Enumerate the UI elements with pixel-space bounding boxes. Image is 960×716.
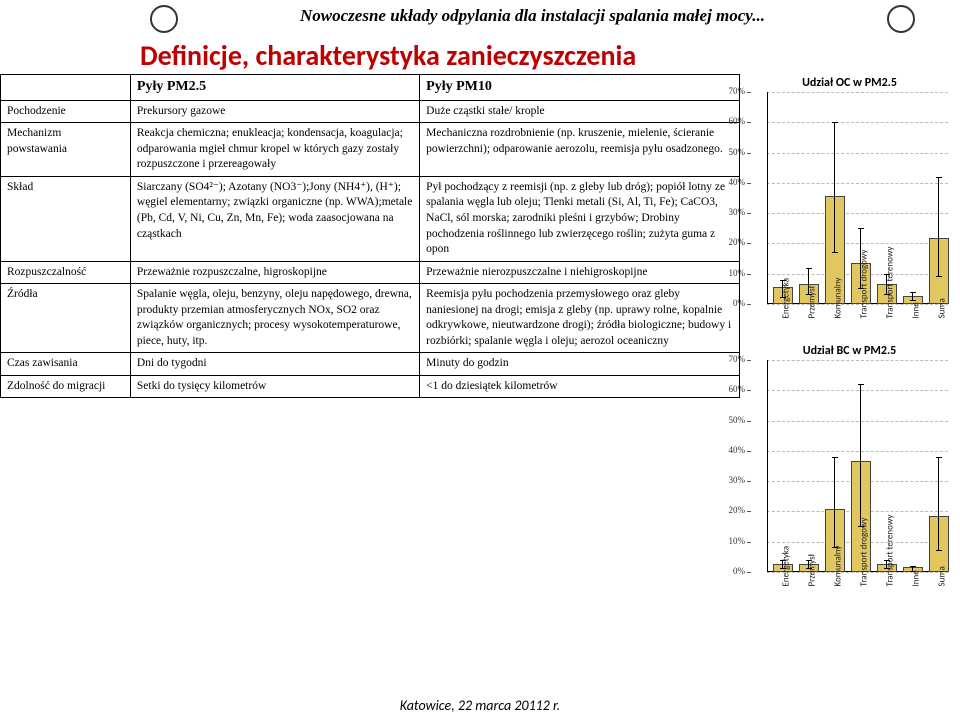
cell: Reemisja pyłu pochodzenia przemysłowego …	[420, 284, 740, 353]
cell: Przeważnie nierozpuszczalne i niehigrosk…	[420, 261, 740, 284]
bar	[929, 516, 949, 573]
cell: Duże cząstki stałe/ krople	[420, 100, 740, 123]
chart-title: Udział OC w PM2.5	[747, 76, 952, 90]
cell: Prekursory gazowe	[130, 100, 419, 123]
x-axis-label: Energetyka	[781, 299, 792, 319]
cell: Mechaniczna rozdrobnienie (np. kruszenie…	[420, 123, 740, 177]
table-row: Zdolność do migracjiSetki do tysięcy kil…	[1, 375, 740, 398]
x-axis-label: Transport drogowy	[859, 567, 870, 587]
table-row: Mechanizm powstawaniaReakcja chemiczna; …	[1, 123, 740, 177]
th-pm10: Pyły PM10	[420, 75, 740, 101]
x-axis-label: Suma	[937, 567, 948, 587]
th-blank	[1, 75, 131, 101]
table-row: Czas zawisaniaDni do tygodniMinuty do go…	[1, 353, 740, 376]
row-head: Skład	[1, 176, 131, 261]
x-axis-label: Komunalny	[833, 567, 844, 587]
definitions-table: Pyły PM2.5 Pyły PM10 PochodzeniePrekurso…	[0, 74, 740, 398]
cell: Reakcja chemiczna; enukleacja; kondensac…	[130, 123, 419, 177]
page-title: Definicje, charakterystyka zanieczyszcze…	[140, 38, 636, 73]
table-row: ŹródłaSpalanie węgla, oleju, benzyny, ol…	[1, 284, 740, 353]
page-footer: Katowice, 22 marca 20112 r.	[0, 697, 960, 714]
cell: Siarczany (SO4²⁻); Azotany (NO3⁻);Jony (…	[130, 176, 419, 261]
row-head: Mechanizm powstawania	[1, 123, 131, 177]
x-axis-label: Przemysł	[807, 567, 818, 587]
row-head: Czas zawisania	[1, 353, 131, 376]
x-axis-label: Suma	[937, 299, 948, 319]
x-axis-label: Inne	[911, 299, 922, 319]
table-row: RozpuszczalnośćPrzeważnie rozpuszczalne,…	[1, 261, 740, 284]
x-axis-label: Przemysł	[807, 299, 818, 319]
x-axis-label: Transport terenowy	[885, 567, 896, 587]
row-head: Rozpuszczalność	[1, 261, 131, 284]
logo-left-icon	[150, 5, 178, 33]
x-axis-label: Inne	[911, 567, 922, 587]
table-head-row: Pyły PM2.5 Pyły PM10	[1, 75, 740, 101]
row-head: Źródła	[1, 284, 131, 353]
x-axis-label: Komunalny	[833, 299, 844, 319]
cell: Dni do tygodni	[130, 353, 419, 376]
x-axis-label: Transport terenowy	[885, 299, 896, 319]
row-head: Zdolność do migracji	[1, 375, 131, 398]
logo-right-icon	[887, 5, 915, 33]
cell: Spalanie węgla, oleju, benzyny, oleju na…	[130, 284, 419, 353]
x-axis-label: Transport drogowy	[859, 299, 870, 319]
bar	[929, 238, 949, 304]
th-pm25: Pyły PM2.5	[130, 75, 419, 101]
chart-title: Udział BC w PM2.5	[747, 344, 952, 358]
row-head: Pochodzenie	[1, 100, 131, 123]
cell: Pył pochodzący z reemisji (np. z gleby l…	[420, 176, 740, 261]
cell: Przeważnie rozpuszczalne, higroskopijne	[130, 261, 419, 284]
cell: <1 do dziesiątek kilometrów	[420, 375, 740, 398]
table-row: PochodzeniePrekursory gazoweDuże cząstki…	[1, 100, 740, 123]
chart-canvas: 0%10%20%30%40%50%60%70%EnergetykaPrzemys…	[747, 360, 952, 590]
chart-oc: Udział OC w PM2.5 0%10%20%30%40%50%60%70…	[747, 76, 952, 322]
cell: Minuty do godzin	[420, 353, 740, 376]
chart-canvas: 0%10%20%30%40%50%60%70%EnergetykaPrzemys…	[747, 92, 952, 322]
table-row: SkładSiarczany (SO4²⁻); Azotany (NO3⁻);J…	[1, 176, 740, 261]
cell: Setki do tysięcy kilometrów	[130, 375, 419, 398]
chart-bc: Udział BC w PM2.5 0%10%20%30%40%50%60%70…	[747, 344, 952, 590]
x-axis-label: Energetyka	[781, 567, 792, 587]
page-header-title: Nowoczesne układy odpylania dla instalac…	[185, 6, 880, 26]
